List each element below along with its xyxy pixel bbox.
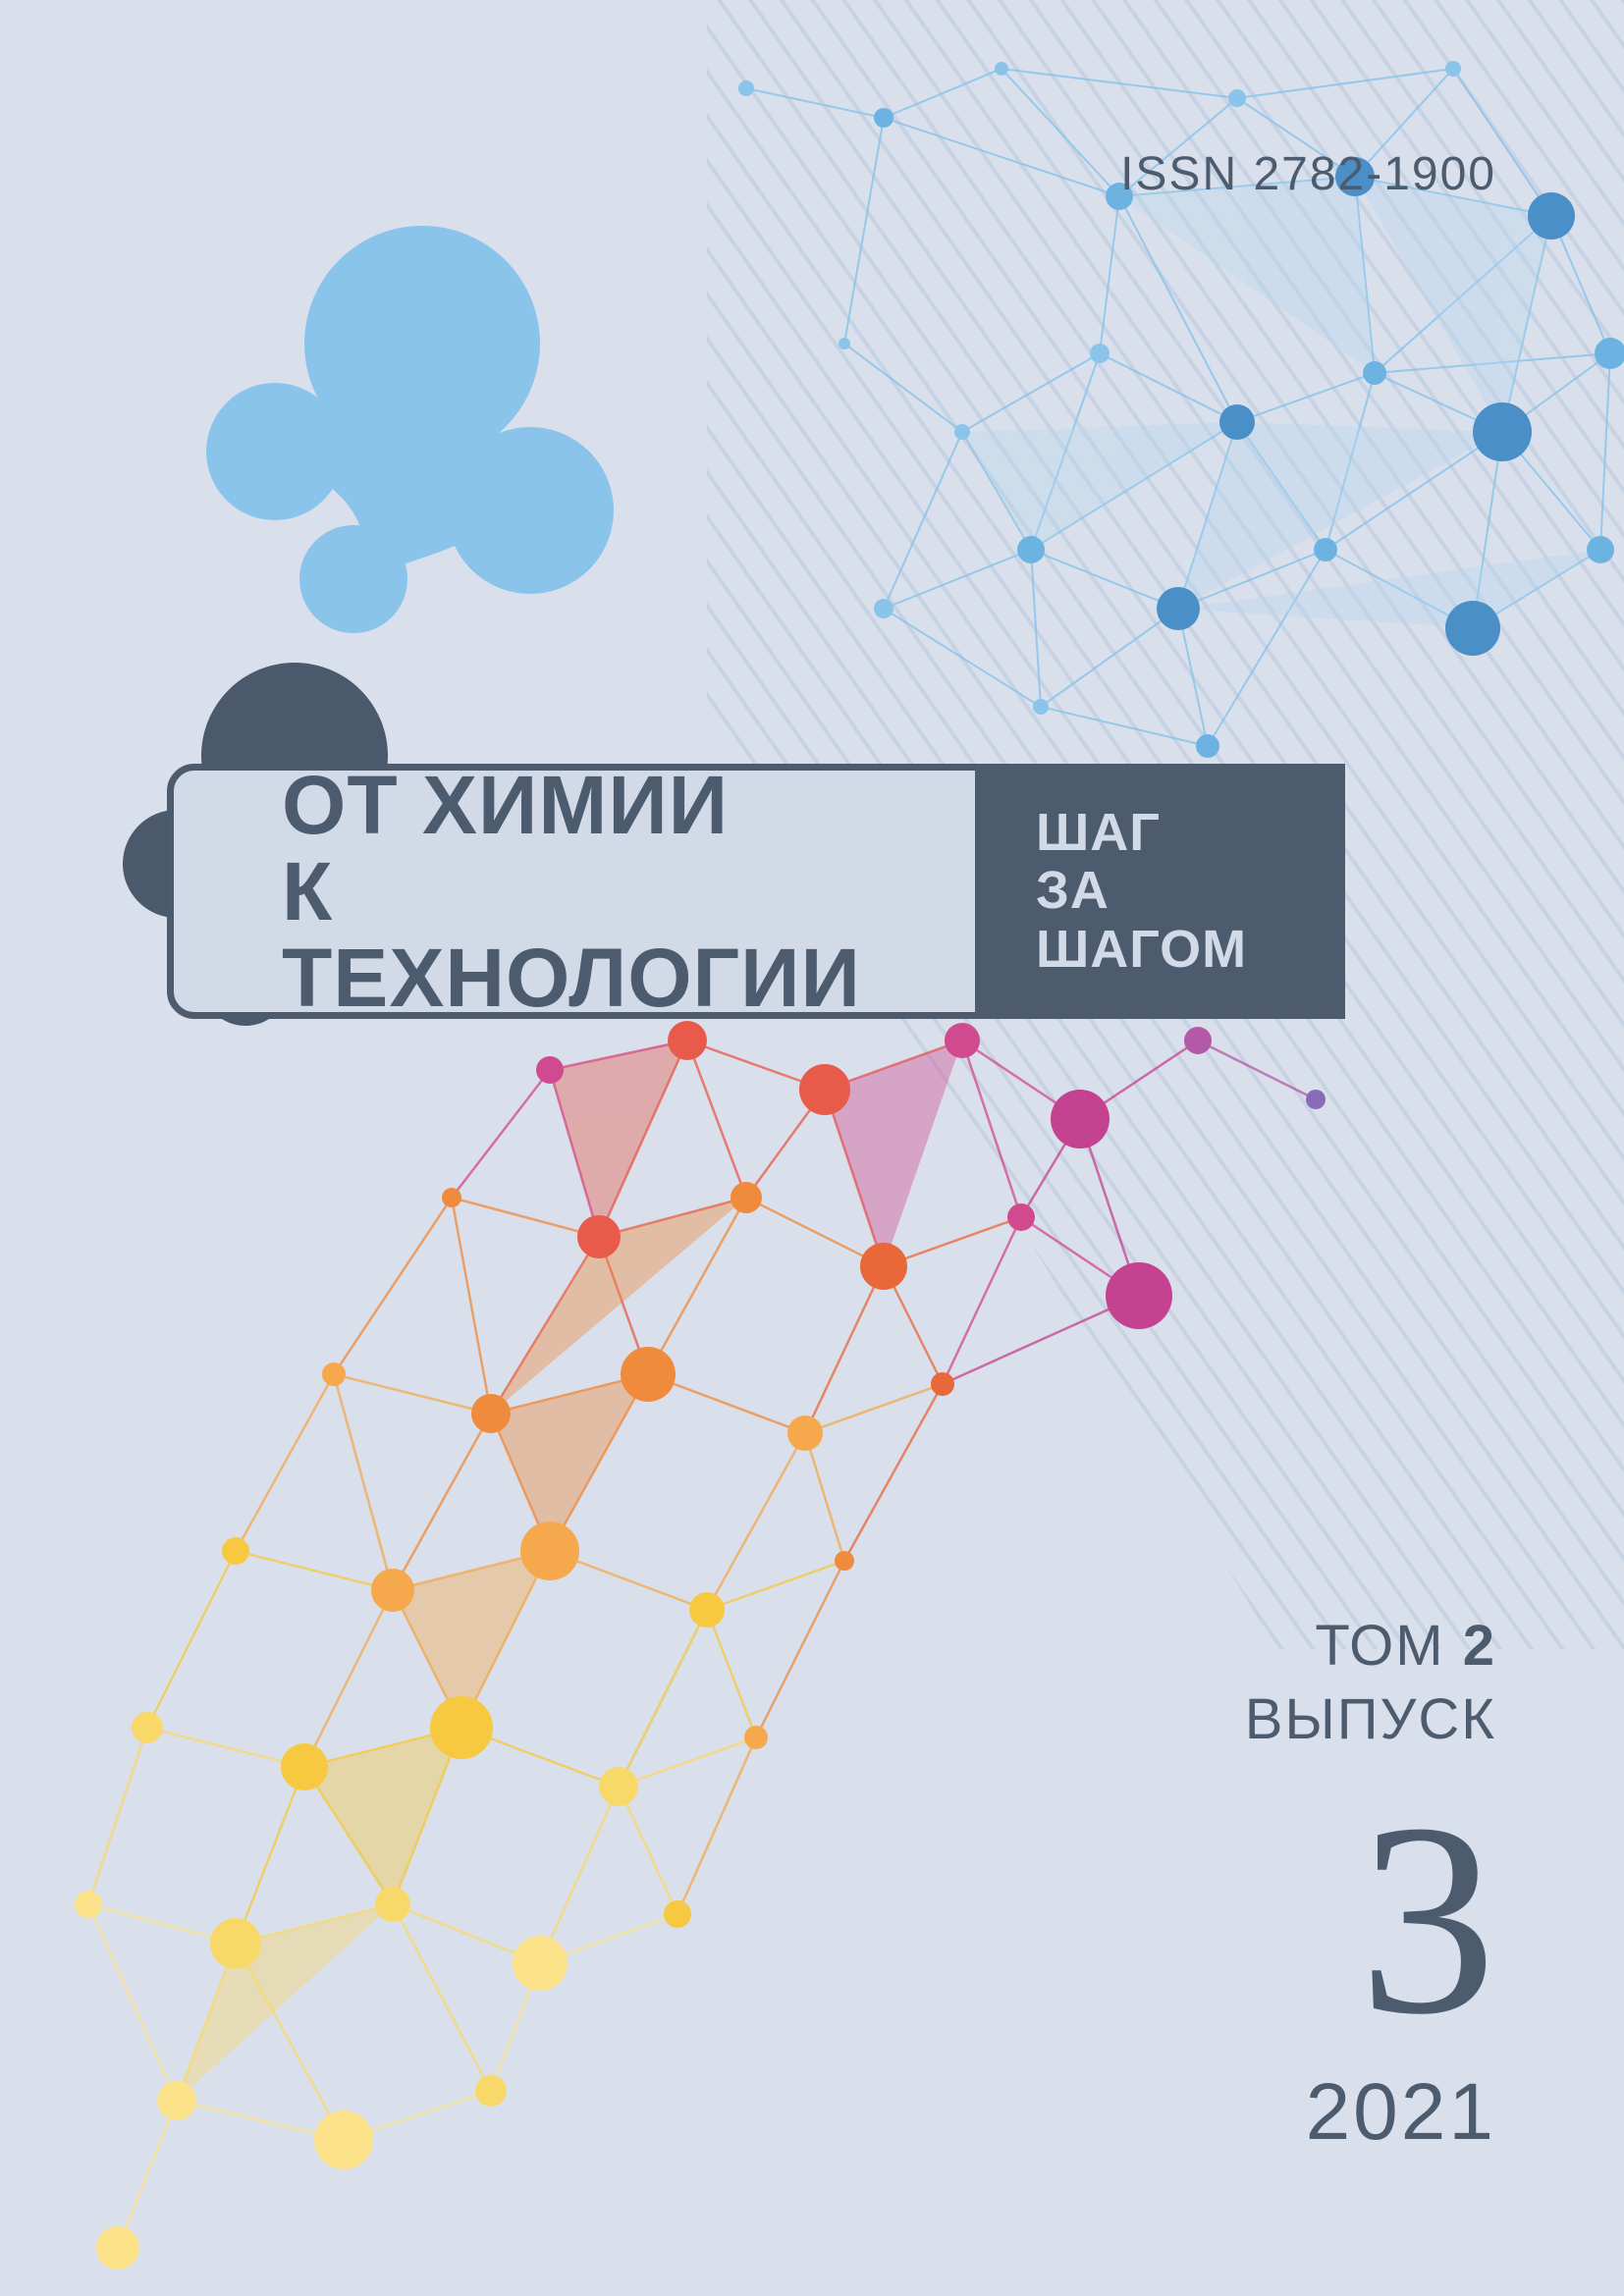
- title-subtitle-box: ШАГ ЗА ШАГОМ: [982, 764, 1345, 1019]
- blue-blob-icon: [206, 226, 614, 633]
- title-line-2: К ТЕХНОЛОГИИ: [282, 848, 916, 1021]
- volume-label: ТОМ: [1315, 1614, 1444, 1678]
- volume-line: ТОМ 2: [1245, 1613, 1496, 1679]
- volume-number: 2: [1463, 1614, 1496, 1678]
- issue-info: ТОМ 2 ВЫПУСК 3 2021: [1245, 1613, 1496, 2159]
- title-block: ОТ ХИМИИ К ТЕХНОЛОГИИ ШАГ ЗА ШАГОМ: [167, 764, 1345, 1019]
- subtitle-line-2: ЗА: [1036, 862, 1291, 920]
- subtitle-line-1: ШАГ: [1036, 804, 1291, 862]
- year: 2021: [1245, 2066, 1496, 2159]
- subtitle-line-3: ШАГОМ: [1036, 921, 1291, 979]
- issue-label: ВЫПУСК: [1245, 1686, 1496, 1752]
- title-line-1: ОТ ХИМИИ: [282, 762, 916, 848]
- issue-number: 3: [1245, 1782, 1496, 2056]
- title-main-box: ОТ ХИМИИ К ТЕХНОЛОГИИ: [167, 764, 982, 1019]
- journal-cover: ISSN 2782-1900 ОТ ХИМИИ К ТЕХНОЛОГИИ ШАГ…: [0, 0, 1624, 2296]
- issn-label: ISSN 2782-1900: [1120, 147, 1496, 201]
